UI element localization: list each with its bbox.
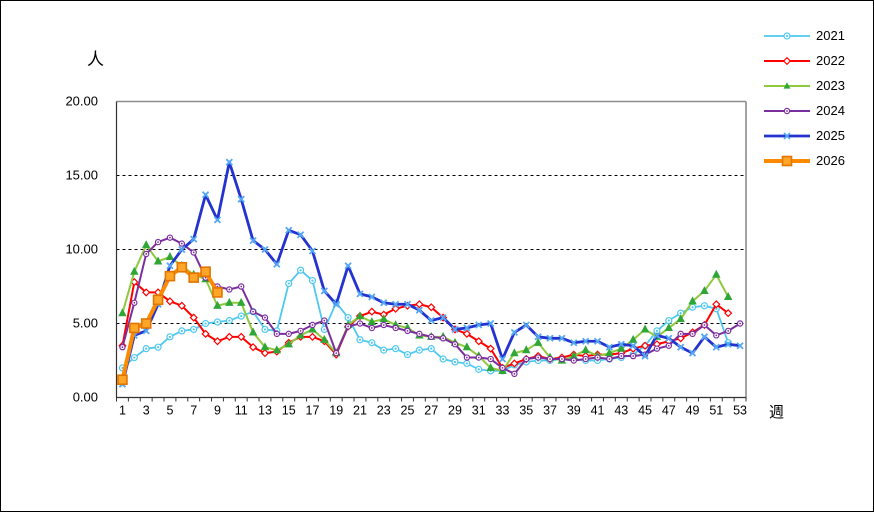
- x-tick-label: 3: [143, 404, 150, 418]
- x-tick-label: 21: [353, 404, 367, 418]
- legend-item-2024[interactable]: 2024: [763, 104, 845, 118]
- legend-item-2026[interactable]: 2026: [763, 154, 845, 168]
- x-tick-label: 25: [401, 404, 415, 418]
- x-tick-label: 45: [638, 404, 652, 418]
- legend-label-2026: 2026: [816, 153, 845, 168]
- x-axis-labels: 1 3 5 7 9 11 13 15 17 19 21 23 25 27 29 31 33 35 37 39 41 43 4…: [119, 404, 747, 418]
- x-axis-title: 週: [769, 404, 785, 421]
- x-tick-label: 39: [567, 404, 581, 418]
- x-tick-label: 9: [214, 404, 221, 418]
- y-tick-label: 5.00: [73, 316, 98, 331]
- x-tick-label: 7: [190, 404, 197, 418]
- legend-item-2021[interactable]: 2021: [763, 29, 845, 43]
- gridlines: [116, 175, 746, 324]
- x-tick-label: 53: [733, 404, 747, 418]
- x-tick-label: 49: [686, 404, 700, 418]
- legend-item-2025[interactable]: 2025: [763, 129, 845, 143]
- x-axis-ticks: [116, 397, 747, 402]
- x-tick-label: 51: [709, 404, 723, 418]
- y-axis-labels: 0.00 5.00 10.00 15.00 20.00: [65, 94, 98, 405]
- legend-label-2024: 2024: [816, 103, 845, 118]
- x-tick-label: 33: [496, 404, 510, 418]
- series-2026: [117, 261, 223, 386]
- series-2023: [118, 240, 733, 374]
- x-tick-label: 29: [448, 404, 462, 418]
- legend-label-2022: 2022: [816, 53, 845, 68]
- x-tick-label: 47: [662, 404, 676, 418]
- x-tick-label: 37: [543, 404, 557, 418]
- x-tick-label: 19: [329, 404, 343, 418]
- x-tick-label: 17: [306, 404, 320, 418]
- legend-item-2023[interactable]: 2023: [763, 79, 845, 93]
- legend-label-2023: 2023: [816, 78, 845, 93]
- y-axis-title: 人: [87, 50, 104, 69]
- legend-swatch-2023: [764, 82, 810, 89]
- legend-swatch-2024: [764, 107, 810, 115]
- x-tick-label: 11: [235, 404, 248, 418]
- y-tick-label: 15.00: [65, 168, 98, 183]
- legend-swatch-2022: [764, 56, 810, 66]
- legend-swatch-2026: [764, 155, 810, 167]
- legend-swatch-2025: [764, 132, 810, 140]
- x-tick-label: 43: [614, 404, 628, 418]
- x-tick-label: 41: [591, 404, 605, 418]
- legend-swatch-2021: [764, 32, 810, 40]
- y-tick-label: 10.00: [65, 242, 98, 257]
- y-tick-label: 0.00: [73, 390, 98, 405]
- legend-label-2025: 2025: [816, 128, 845, 143]
- x-tick-label: 27: [424, 404, 438, 418]
- x-tick-label: 23: [377, 404, 391, 418]
- x-tick-label: 35: [519, 404, 533, 418]
- x-tick-label: 31: [472, 404, 486, 418]
- x-tick-label: 5: [166, 404, 173, 418]
- legend-label-2021: 2021: [816, 28, 845, 43]
- x-tick-label: 13: [258, 404, 272, 418]
- y-tick-label: 20.00: [65, 94, 98, 109]
- series-line-2022: [121, 281, 729, 369]
- legend: 2021 2022 2023 2024 2025 2026: [763, 29, 845, 168]
- legend-item-2022[interactable]: 2022: [763, 54, 845, 68]
- x-tick-label: 1: [119, 404, 126, 418]
- x-tick-label: 15: [282, 404, 296, 418]
- plot-border: [115, 100, 747, 399]
